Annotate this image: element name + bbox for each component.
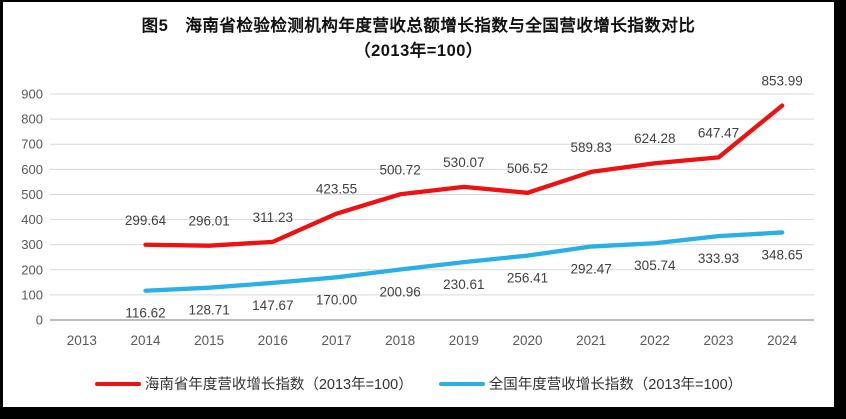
series-labels-0: 299.64 296.01 311.23 423.55 500.72 530.07 506.… <box>125 74 803 229</box>
x-tick-label: 2015 <box>194 333 224 348</box>
y-tick-label: 0 <box>36 313 43 328</box>
gridlines <box>50 93 814 321</box>
data-label: 500.72 <box>380 162 421 177</box>
y-tick-label: 400 <box>21 212 43 227</box>
y-tick-label: 100 <box>21 287 43 302</box>
x-tick-label: 2017 <box>321 333 351 348</box>
y-tick-label: 700 <box>21 137 43 152</box>
data-label: 589.83 <box>571 140 612 155</box>
data-label: 256.41 <box>507 271 548 286</box>
data-label: 530.07 <box>443 155 484 170</box>
data-label: 311.23 <box>253 210 293 225</box>
y-tick-label: 600 <box>21 162 43 177</box>
data-label: 147.67 <box>252 298 293 313</box>
legend-label-national: 全国年度营收增长指数（2013年=100） <box>488 377 743 393</box>
x-tick-label: 2024 <box>767 333 798 348</box>
x-tick-label: 2018 <box>385 333 415 348</box>
legend-label-hainan: 海南省年度营收增长指数（2013年=100） <box>144 377 413 393</box>
data-label: 423.55 <box>316 182 357 197</box>
x-tick-label: 2019 <box>449 333 479 348</box>
data-label: 170.00 <box>316 292 357 307</box>
data-label: 230.61 <box>443 277 484 292</box>
series-labels-1: 116.62 128.71 147.67 170.00 200.96 230.61 256.… <box>125 247 802 320</box>
chart-canvas: 图5 海南省检验检测机构年度营收总额增长指数与全国营收增长指数对比 （2013年… <box>3 2 834 407</box>
y-tick-label: 200 <box>21 262 43 277</box>
data-label: 506.52 <box>507 161 548 176</box>
series-line-1 <box>143 230 785 293</box>
data-label: 647.47 <box>698 125 739 140</box>
data-label: 624.28 <box>634 131 675 146</box>
x-tick-label: 2013 <box>67 333 97 348</box>
data-label: 296.01 <box>189 214 230 229</box>
y-tick-label: 900 <box>21 87 43 102</box>
data-label: 853.99 <box>762 74 803 89</box>
x-tick-label: 2016 <box>258 333 288 348</box>
data-label: 292.47 <box>571 262 612 277</box>
chart-title-line1: 图5 海南省检验检测机构年度营收总额增长指数与全国营收增长指数对比 <box>141 17 696 35</box>
chart-legend: 海南省年度营收增长指数（2013年=100） 全国年度营收增长指数（2013年=… <box>3 373 834 394</box>
data-label: 200.96 <box>380 285 421 300</box>
y-tick-label: 300 <box>21 237 43 252</box>
x-tick-label: 2021 <box>576 333 606 348</box>
data-label: 333.93 <box>698 251 739 266</box>
legend-line-swatch-red <box>94 381 141 386</box>
data-label: 348.65 <box>762 247 803 262</box>
chart-title: 图5 海南省检验检测机构年度营收总额增长指数与全国营收增长指数对比 （2013年… <box>3 14 834 64</box>
x-tick-label: 2023 <box>703 333 733 348</box>
x-tick-label: 2022 <box>640 333 670 348</box>
x-tick-label: 2020 <box>512 333 542 348</box>
y-tick-label: 800 <box>21 112 43 127</box>
y-tick-label: 500 <box>21 187 43 202</box>
legend-line-swatch-blue <box>438 381 485 386</box>
data-label: 116.62 <box>125 306 165 321</box>
legend-item-national: 全国年度营收增长指数（2013年=100） <box>438 373 743 394</box>
data-label: 305.74 <box>634 258 676 273</box>
x-tick-label: 2014 <box>130 333 161 348</box>
data-label: 299.64 <box>125 213 167 228</box>
x-axis-tick-labels: 2013 2014 2015 2016 2017 2018 2019 2020 2021 2022… <box>67 333 798 348</box>
chart-svg: 0 100 200 300 400 500 600 700 800 900 2013 2014 2015… <box>21 74 814 348</box>
legend-item-hainan: 海南省年度营收增长指数（2013年=100） <box>94 373 413 394</box>
data-label: 128.71 <box>189 303 230 318</box>
series-line-0 <box>143 103 785 248</box>
chart-title-line2: （2013年=100） <box>354 42 483 60</box>
y-axis-tick-labels: 0 100 200 300 400 500 600 700 800 900 <box>21 87 43 328</box>
